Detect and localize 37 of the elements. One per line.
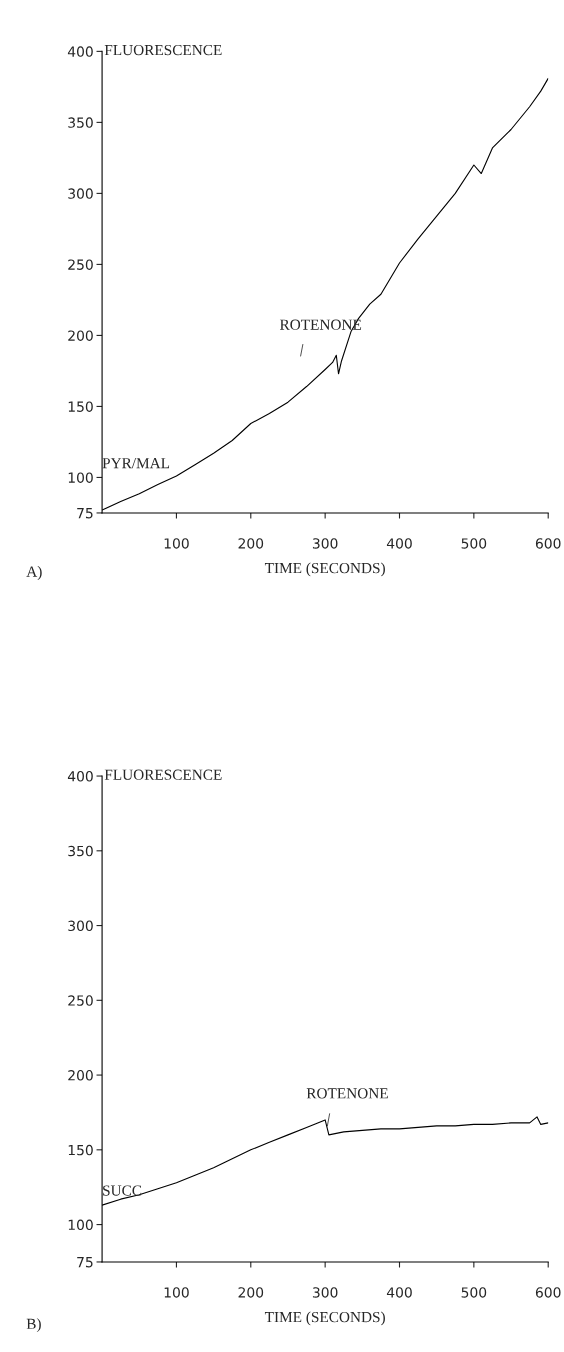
- x-tick-label: 500: [461, 1287, 487, 1298]
- x-tick-label: 400: [386, 538, 412, 549]
- y-tick-label: 350: [68, 845, 93, 857]
- y-tick-label: 300: [68, 188, 93, 199]
- x-tick-label: 600: [535, 538, 561, 549]
- y-tick-label: 200: [68, 1070, 93, 1081]
- y-axis-title: FLUORESCENCE: [104, 44, 222, 56]
- y-tick-label: 100: [68, 472, 93, 483]
- x-tick-label: 300: [312, 1287, 338, 1298]
- y-tick-label: 150: [68, 1144, 93, 1156]
- x-axis-title: TIME (SECONDS): [264, 562, 385, 577]
- x-tick-label: 500: [461, 538, 487, 549]
- y-tick-label: 400: [67, 771, 93, 782]
- y-axis-title: FLUORESCENCE: [104, 769, 222, 780]
- y-tick-label: 250: [68, 995, 93, 1006]
- y-tick-label: 350: [68, 117, 93, 128]
- x-tick-label: 200: [238, 1287, 264, 1298]
- text: B): [26, 1318, 41, 1333]
- annotation: ROTENONE: [306, 1088, 388, 1099]
- x-tick-label: 300: [312, 538, 338, 549]
- y-tick-label: 75: [77, 508, 93, 519]
- x-tick-label: 100: [164, 538, 189, 549]
- annotation: PYR/MAL: [102, 458, 170, 469]
- x-axis-title: TIME (SECONDS): [264, 1311, 385, 1326]
- text: A): [26, 566, 42, 580]
- annotation: SUCC: [103, 1185, 142, 1196]
- y-tick-label: 150: [68, 401, 93, 412]
- x-tick-label: 400: [386, 1287, 412, 1298]
- y-tick-label: 100: [68, 1219, 93, 1231]
- x-tick-label: 600: [535, 1287, 561, 1298]
- x-tick-label: 200: [238, 538, 264, 549]
- y-tick-label: 300: [68, 920, 93, 932]
- y-tick-label: 250: [68, 259, 93, 270]
- x-tick-label: 100: [164, 1287, 189, 1298]
- y-tick-label: 400: [67, 46, 93, 57]
- y-tick-label: 75: [77, 1257, 93, 1268]
- y-tick-label: 200: [68, 330, 93, 341]
